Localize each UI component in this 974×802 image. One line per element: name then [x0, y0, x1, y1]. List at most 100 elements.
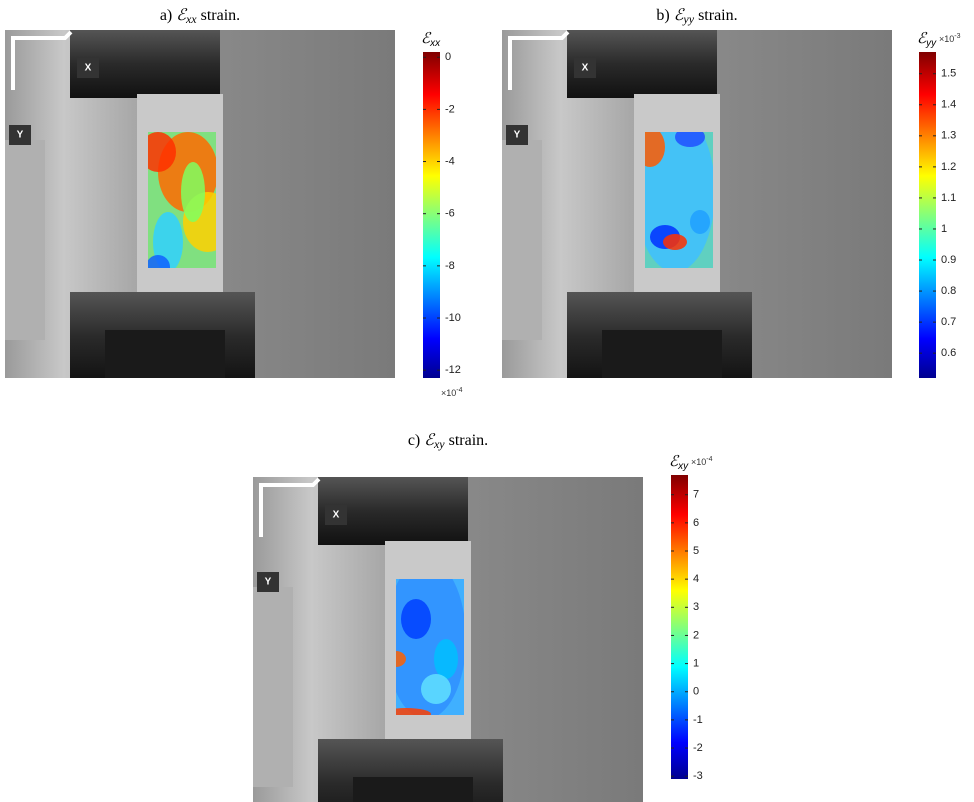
wall-panel — [253, 587, 293, 787]
colorbar-scale: ×10-4 — [441, 387, 463, 399]
axis-corner — [259, 477, 321, 537]
photo: XY — [5, 30, 395, 378]
colorbar-tick-label: 1.2 — [941, 161, 956, 173]
colorbar-tick-label: 4 — [693, 573, 699, 585]
colorbar-tick-label: -3 — [693, 770, 703, 782]
colorbar-tick-label: -12 — [445, 364, 461, 376]
axis-corner — [508, 30, 570, 90]
photo-content: XY — [502, 30, 892, 378]
wall-panel — [502, 140, 542, 340]
photo: XY — [253, 477, 643, 802]
caption-label: c) — [408, 432, 420, 449]
colorbar-tick-label: 1.1 — [941, 192, 956, 204]
field-content — [148, 132, 216, 268]
scale-base: ×10 — [441, 388, 456, 398]
scale-base: ×10 — [939, 34, 954, 44]
colorbar-tick-label: 2 — [693, 629, 699, 641]
x-label-box — [574, 58, 596, 78]
colorbar-tick-label: 6 — [693, 517, 699, 529]
colorbar-tick-label: -10 — [445, 312, 461, 324]
grip — [105, 330, 225, 378]
colorbar-sub: xy — [677, 461, 689, 472]
colorbar-tick-label: 0 — [445, 51, 451, 63]
colorbar-symbol: ℰ — [917, 31, 928, 47]
field-blob — [690, 210, 710, 234]
field-content — [396, 579, 464, 715]
colorbar-tick-label: 1 — [693, 657, 699, 669]
colorbar-tick-label: 1 — [941, 223, 947, 235]
colorbar-sub: yy — [925, 38, 937, 49]
field-blob — [663, 234, 687, 250]
axis-corner — [11, 30, 73, 90]
caption-symbol: ℰ — [424, 432, 436, 449]
caption-label: b) — [656, 7, 669, 24]
caption-sub: yy — [682, 12, 694, 26]
colorbar-tick-label: -6 — [445, 208, 455, 220]
colorbar-label: ℰxx — [421, 31, 441, 48]
caption-symbol: ℰ — [176, 7, 188, 24]
y-label-box — [9, 125, 31, 145]
photo-content: XY — [5, 30, 395, 378]
colorbar-tick-label: 1.5 — [941, 68, 956, 80]
colorbar-tick-label: 5 — [693, 545, 699, 557]
colorbar-symbol: ℰ — [669, 454, 680, 470]
strain-field — [396, 579, 464, 715]
strain-field — [645, 132, 713, 268]
grip — [602, 330, 722, 378]
x-label: X — [333, 510, 340, 521]
y-label: Y — [514, 130, 521, 141]
scale-base: ×10 — [691, 457, 706, 467]
colorbar-symbol: ℰ — [421, 31, 432, 47]
field-blob — [434, 639, 458, 679]
colorbar-label: ℰyy — [917, 31, 937, 48]
x-label-box — [77, 58, 99, 78]
colorbar — [671, 475, 688, 779]
field-blob — [645, 132, 665, 167]
colorbar-tick-label: -4 — [445, 155, 455, 167]
colorbar-sub: xx — [429, 38, 441, 49]
colorbar-tick-label: 0.9 — [941, 254, 956, 266]
colorbar-tick-label: 7 — [693, 489, 699, 501]
photo: XY — [502, 30, 892, 378]
field-blob — [396, 651, 406, 667]
caption-symbol: ℰ — [674, 7, 686, 24]
scale-exponent: -4 — [456, 387, 462, 394]
colorbar-tick-label: 0 — [693, 686, 699, 698]
x-label-box — [325, 505, 347, 525]
caption-label: a) — [160, 7, 172, 24]
strain-field — [148, 132, 216, 268]
colorbar — [919, 52, 936, 378]
field-blob — [148, 255, 170, 268]
y-label-box — [257, 572, 279, 592]
colorbar-tick-label: -2 — [693, 742, 703, 754]
caption-text: strain. — [449, 432, 489, 449]
caption-sub: xy — [433, 437, 445, 451]
colorbar-tick-label: 0.6 — [941, 347, 956, 359]
photo-content: XY — [253, 477, 643, 802]
x-label: X — [85, 63, 92, 74]
grip — [353, 777, 473, 802]
colorbar-tick-label: 3 — [693, 601, 699, 613]
scale-exponent: -3 — [954, 33, 960, 40]
colorbar-tick-label: 1.4 — [941, 99, 956, 111]
colorbar-tick-label: 0.7 — [941, 316, 956, 328]
field-blob — [148, 132, 176, 172]
field-blob — [401, 599, 431, 639]
caption: b) ℰyy strain. — [656, 7, 737, 26]
colorbar-tick-label: -8 — [445, 260, 455, 272]
field-blob — [396, 708, 431, 715]
colorbar-tick-label: 1.3 — [941, 130, 956, 142]
colorbar — [423, 52, 440, 378]
wall-panel — [5, 140, 45, 340]
y-label-box — [506, 125, 528, 145]
y-label: Y — [265, 577, 272, 588]
field-blob — [675, 132, 705, 147]
caption-text: strain. — [201, 7, 241, 24]
caption: a) ℰxx strain. — [160, 7, 240, 26]
y-label: Y — [17, 130, 24, 141]
field-blob — [421, 674, 451, 704]
colorbar-label: ℰxy — [669, 454, 689, 471]
field-blob — [181, 162, 205, 222]
x-label: X — [582, 63, 589, 74]
